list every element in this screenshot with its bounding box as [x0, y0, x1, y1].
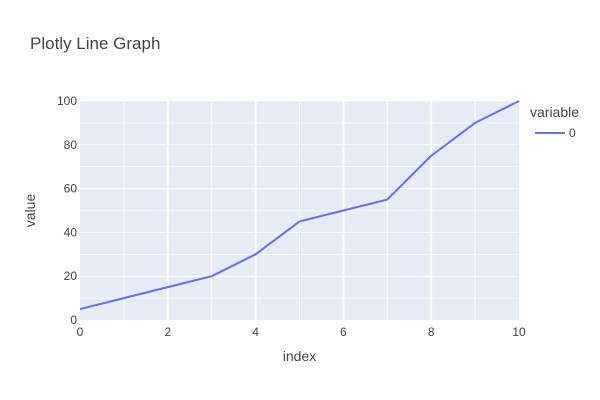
series-layer: [79, 100, 520, 311]
y-tick-label: 20: [64, 269, 78, 283]
y-tick-label: 100: [57, 94, 77, 108]
x-axis-title: index: [283, 348, 316, 364]
legend-label[interactable]: 0: [569, 126, 576, 140]
y-tick-label: 80: [64, 138, 78, 152]
legend-items[interactable]: 0: [535, 126, 576, 140]
chart-title: Plotly Line Graph: [30, 34, 161, 53]
x-tick-label: 4: [252, 325, 259, 339]
y-tick-label: 40: [64, 225, 78, 239]
x-tick-label: 2: [164, 325, 171, 339]
x-tick-label: 0: [77, 325, 84, 339]
series-line[interactable]: [79, 100, 520, 311]
x-axis-ticks: 0 2 4 6 8 10: [77, 325, 526, 339]
x-tick-label: 6: [340, 325, 347, 339]
x-tick-label: 10: [512, 325, 526, 339]
y-axis-ticks: 0 20 40 60 80 100: [57, 94, 77, 327]
x-tick-label: 8: [428, 325, 435, 339]
y-tick-label: 0: [70, 313, 77, 327]
y-axis-title: value: [22, 194, 38, 228]
legend[interactable]: variable 0: [530, 104, 579, 140]
y-tick-label: 60: [64, 182, 78, 196]
legend-title: variable: [530, 104, 579, 120]
